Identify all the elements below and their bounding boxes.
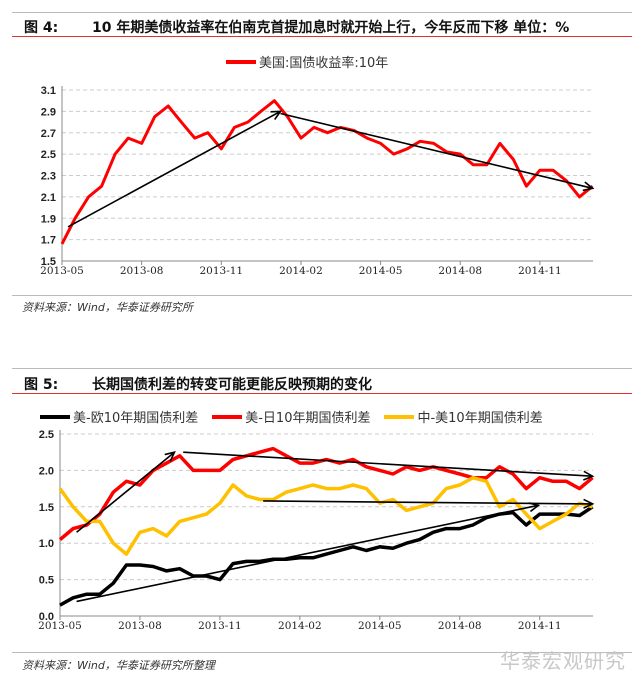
trend-arrow-line (67, 110, 281, 228)
y-tick-label: 2.9 (41, 106, 56, 118)
arrow-head-icon (270, 110, 283, 120)
x-tick-label: 2014-05 (358, 620, 402, 632)
watermark-logo: 华泰宏观研究 (500, 649, 626, 673)
chart-2-legend: 美-欧10年期国债利差 美-日10年期国债利差 中-美10年期国债利差 (40, 407, 557, 426)
y-tick-label: 2.5 (41, 149, 56, 161)
x-tick-label: 2014-08 (438, 620, 482, 632)
legend-item: 美国:国债收益率:10年 (226, 52, 388, 71)
trend-arrow-line (280, 112, 593, 190)
legend-swatch (384, 414, 415, 419)
series-line-3 (58, 475, 594, 556)
x-tick-label: 2013-05 (40, 265, 84, 277)
figure-5-title: 图 5: 长期国债利差的转变可能更能反映预期的变化 (24, 374, 372, 394)
y-tick-label: 1.5 (41, 256, 56, 268)
legend-item: 美-欧10年期国债利差 (40, 407, 198, 426)
trend-arrow-line (76, 504, 539, 603)
x-tick-label: 2014-08 (438, 265, 482, 277)
section-rule (12, 368, 632, 369)
legend-label: 美国:国债收益率:10年 (259, 56, 389, 71)
trend-arrow-line (183, 451, 593, 478)
chart-1-legend: 美国:国债收益率:10年 (226, 52, 402, 71)
series-line-2 (58, 446, 594, 541)
y-tick-label: 1.0 (39, 538, 54, 550)
x-tick-label: 2013-08 (118, 620, 162, 632)
y-tick-label: 1.7 (41, 235, 56, 247)
y-tick-label: 2.5 (39, 429, 54, 441)
x-tick-label: 2013-11 (198, 620, 242, 632)
legend-swatch (40, 414, 70, 419)
source-rule (12, 295, 632, 296)
x-tick-label: 2013-08 (120, 265, 164, 277)
source-rule (12, 652, 632, 653)
legend-label: 美-日10年期国债利差 (245, 411, 371, 426)
legend-label: 美-欧10年期国债利差 (73, 411, 199, 426)
trend-arrow-line (76, 451, 175, 533)
title-underline (12, 36, 632, 37)
y-tick-label: 0.0 (39, 611, 54, 623)
figure-5-source: 资料来源：Wind，华泰证券研究所整理 (22, 659, 215, 672)
arrow-head-icon (164, 451, 176, 462)
legend-item: 中-美10年期国债利差 (384, 407, 543, 426)
y-tick-label: 2.0 (39, 465, 54, 477)
figure-5-number: 图 5: (24, 377, 59, 393)
y-tick-label: 2.3 (41, 171, 56, 183)
y-tick-label: 1.5 (39, 502, 54, 514)
x-tick-label: 2014-11 (518, 620, 562, 632)
y-tick-label: 3.1 (41, 85, 56, 97)
arrow-head-icon (583, 498, 595, 509)
figure-5-title-text: 长期国债利差的转变可能更能反映预期的变化 (92, 377, 372, 393)
figure-4-source: 资料来源：Wind，华泰证券研究所 (22, 301, 193, 314)
y-tick-label: 2.7 (41, 128, 56, 140)
y-tick-label: 1.9 (41, 213, 56, 225)
legend-label: 中-美10年期国债利差 (417, 411, 543, 426)
title-underline (12, 393, 632, 394)
top-rule (12, 12, 632, 13)
y-tick-label: 0.5 (39, 575, 54, 587)
series-line-1 (59, 505, 594, 607)
arrow-head-icon (583, 470, 595, 481)
arrow-head-icon (528, 502, 541, 513)
series-line-1 (60, 99, 594, 245)
figure-4-title: 图 4: 10 年期美债收益率在伯南克首提加息时就开始上行，今年反而下移 单位：% (24, 17, 569, 37)
x-tick-label: 2014-02 (278, 620, 322, 632)
x-tick-label: 2013-05 (38, 620, 82, 632)
figure-4-title-text: 10 年期美债收益率在伯南克首提加息时就开始上行，今年反而下移 单位：% (92, 20, 570, 36)
x-tick-label: 2013-11 (199, 265, 243, 277)
trend-arrow-line (263, 500, 593, 505)
x-tick-label: 2014-05 (359, 265, 403, 277)
figure-4-number: 图 4: (24, 20, 59, 36)
legend-item: 美-日10年期国债利差 (212, 407, 370, 426)
legend-swatch (212, 414, 243, 419)
x-tick-label: 2014-02 (279, 265, 323, 277)
arrow-head-icon (582, 181, 595, 192)
y-tick-label: 2.1 (41, 192, 56, 204)
x-tick-label: 2014-11 (518, 265, 562, 277)
legend-swatch (226, 59, 256, 64)
